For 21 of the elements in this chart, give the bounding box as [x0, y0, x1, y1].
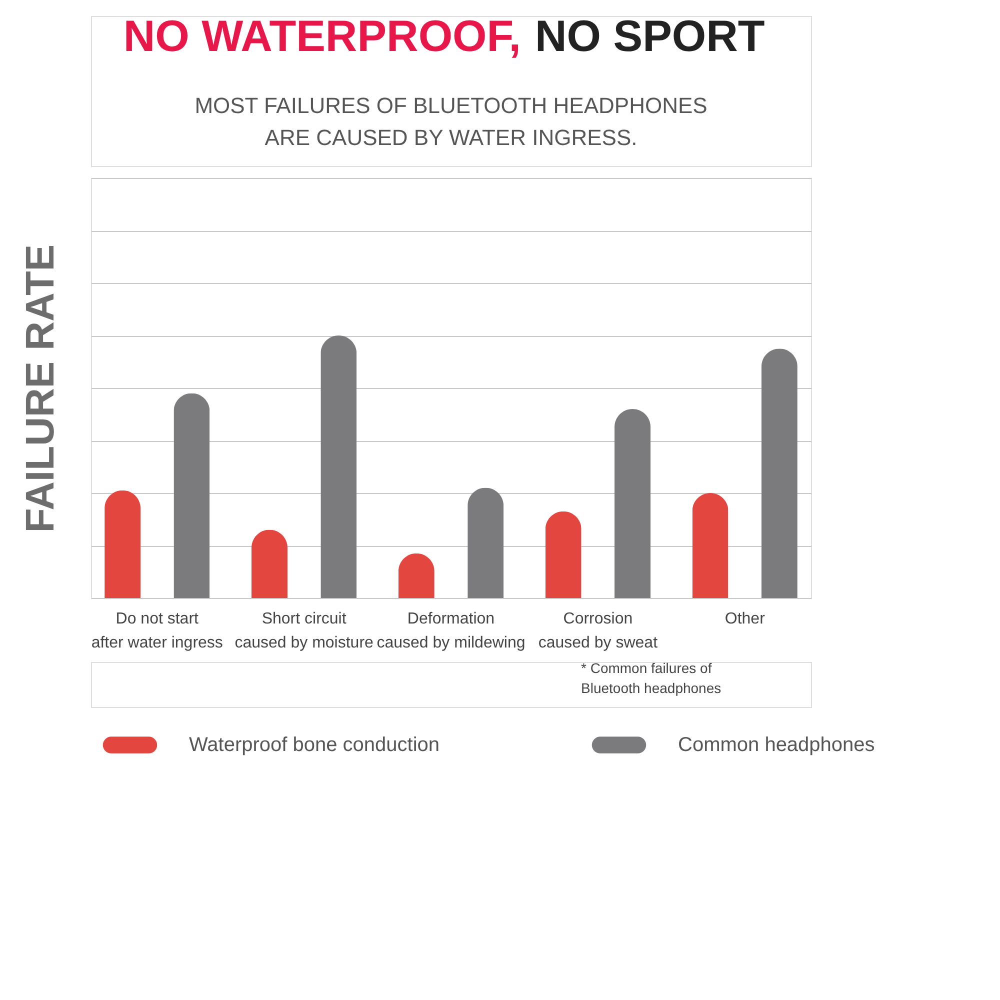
bar	[174, 393, 210, 598]
text: * Common failures of Bluetooth headphones	[581, 660, 722, 696]
bar	[545, 511, 582, 598]
bar	[398, 553, 434, 598]
bar	[320, 336, 357, 598]
bar	[614, 409, 651, 598]
x-tick-label: Deformation caused by mildewing	[376, 610, 526, 652]
legend-label: Common headphones	[678, 734, 875, 756]
bar	[251, 530, 288, 598]
bar	[692, 493, 728, 598]
chart-title: NO WATERPROOF, NO SPORT	[123, 12, 765, 61]
x-tick-label: Other	[724, 610, 766, 628]
y-axis-title: FAILURE RATE	[18, 244, 62, 533]
x-tick-label: Short circuit caused by moisture	[234, 610, 374, 652]
legend-label: Waterproof bone conduction	[189, 734, 440, 756]
bar	[761, 348, 798, 598]
x-tick-label: Do not start after water ingress	[91, 610, 223, 652]
bar	[468, 488, 504, 598]
chart-subtitle: MOST FAILURES OF BLUETOOTH HEADPHONES ARE CAUSED BY WATER INGRESS.	[194, 93, 708, 150]
bar	[104, 490, 141, 598]
x-tick-label: Corrosion caused by sweat	[538, 610, 658, 652]
